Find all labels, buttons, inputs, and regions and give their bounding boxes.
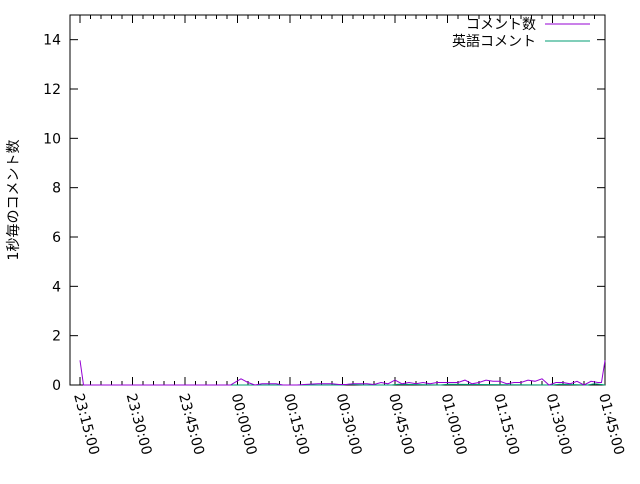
x-tick-label: 23:30:00 [123,392,155,457]
y-tick-label: 12 [43,82,61,98]
y-tick-label: 6 [52,230,61,246]
x-tick-label: 23:15:00 [70,392,102,457]
axes: 0 2 4 6 8 10 12 14 23:15:00 23:30:00 23:45:00 00:00… [43,14,627,457]
x-tick-label: 00:30:00 [333,392,365,457]
y-tick-label: 14 [43,33,61,49]
y-tick-label: 4 [52,279,61,295]
y-tick-label: 10 [43,131,61,147]
legend-label: コメント数 [466,17,536,33]
series-line [79,360,606,386]
y-tick-label: 8 [52,181,61,197]
x-tick-label: 01:30:00 [543,392,575,457]
y-tick-label: 0 [52,378,61,394]
x-tick-label: 00:15:00 [280,392,312,457]
x-tick-label: 01:00:00 [438,392,470,457]
x-tick-label: 00:45:00 [385,392,417,457]
x-tick-label: 01:15:00 [490,392,522,457]
x-tick-label: 23:45:00 [175,392,207,457]
x-tick-label: 01:45:00 [595,392,627,457]
series-layer [79,360,606,386]
y-axis-label: 1秒毎のコメント数 [6,140,22,261]
plot-frame [69,14,606,386]
y-tick-label: 2 [52,329,61,345]
x-tick-label: 00:00:00 [228,392,260,457]
legend-label: 英語コメント [452,33,536,50]
